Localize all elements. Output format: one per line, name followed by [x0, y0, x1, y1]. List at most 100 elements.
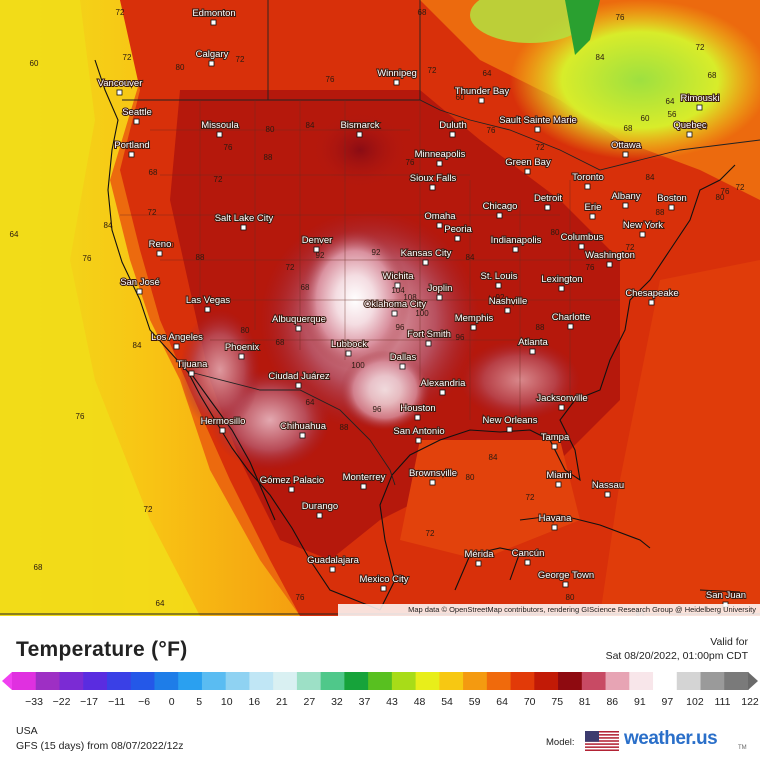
- city-marker-icon: [606, 261, 613, 268]
- region-label: USA: [16, 725, 38, 737]
- city-label: Joplin: [428, 283, 453, 294]
- city-label: George Town: [538, 570, 594, 581]
- brand-logo[interactable]: weather.us: [624, 728, 718, 749]
- city-george-town: George Town: [537, 569, 595, 588]
- city-marker-icon: [495, 282, 502, 289]
- lake-green-zone: [565, 0, 600, 55]
- city-washington: Washington: [584, 249, 636, 268]
- city-marker-icon: [454, 235, 461, 242]
- isotherm-label: 76: [616, 13, 625, 22]
- city-atlanta: Atlanta: [517, 336, 550, 355]
- color-scale-tick: 16: [248, 696, 261, 708]
- city-hermosillo: Hermosillo: [200, 415, 246, 434]
- isotherm-label: 60: [30, 59, 39, 68]
- color-scale-segment: [201, 672, 227, 690]
- city-marker-icon: [295, 382, 302, 389]
- city-marker-icon: [299, 432, 306, 439]
- city-duluth: Duluth: [438, 119, 468, 138]
- city-marker-icon: [449, 131, 456, 138]
- isotherm-label: 64: [10, 230, 19, 239]
- city-marker-icon: [578, 243, 585, 250]
- city-marker-icon: [208, 60, 215, 67]
- city-label: Peoria: [444, 224, 472, 235]
- city-missoula: Missoula: [200, 119, 240, 138]
- city-label: Portland: [114, 140, 149, 151]
- color-scale-segment: [510, 672, 535, 690]
- color-scale-tick: 59: [468, 696, 481, 708]
- color-scale-segment: [724, 672, 749, 690]
- color-scale-tick: 111: [714, 696, 731, 708]
- color-scale-tick: 0: [168, 696, 175, 708]
- city-label: Missoula: [201, 120, 239, 131]
- isotherm-label: 76: [76, 412, 85, 421]
- isotherm-label: 80: [566, 593, 575, 602]
- city-seattle: Seattle: [121, 106, 153, 125]
- isotherm-label: 92: [372, 248, 381, 257]
- color-scale-segment: [35, 672, 61, 690]
- texas-peak-zone: [340, 350, 430, 430]
- isotherm-label: 72: [428, 66, 437, 75]
- color-scale-tick: 122: [741, 696, 759, 708]
- map-attribution[interactable]: Map data © OpenStreetMap contributors, r…: [338, 604, 760, 616]
- color-scale-tick: −17: [80, 696, 98, 708]
- isotherm-labels: 72 68 60 72 80 72 64 72 60 76 68 76 84 80 88 76 72 68 64 72…: [10, 8, 745, 616]
- isotherm-label: 64: [699, 123, 708, 132]
- city-marker-icon: [475, 560, 482, 567]
- isotherm-label: 80: [466, 473, 475, 482]
- isotherm-label: 92: [316, 251, 325, 260]
- color-scale-tick: −33: [25, 696, 43, 708]
- isotherm-label: 76: [83, 254, 92, 263]
- temperature-map[interactable]: 72 68 60 72 80 72 64 72 60 76 68 76 84 80 88 76 72 68 64 72…: [0, 0, 760, 616]
- isotherm-label: 80: [176, 63, 185, 72]
- city-dallas: Dallas: [389, 351, 417, 370]
- city-marker-icon: [399, 363, 406, 370]
- map-canvas[interactable]: 72 68 60 72 80 72 64 72 60 76 68 76 84 80 88 76 72 68 64 72…: [0, 0, 760, 616]
- city-label: Tijuana: [177, 359, 209, 370]
- color-scale-segment: [12, 672, 37, 690]
- isotherm-label: 100: [415, 309, 429, 318]
- isotherm-label: 84: [596, 53, 605, 62]
- isotherm-label: 68: [624, 124, 633, 133]
- isotherm-label: 72: [736, 183, 745, 192]
- isotherm-label: 64: [483, 69, 492, 78]
- isotherm-label: 72: [696, 43, 705, 52]
- city-marker-icon: [422, 259, 429, 266]
- us-flag-icon: [585, 731, 619, 751]
- city-marker-icon: [551, 524, 558, 531]
- city-ciudad-ju-rez: Ciudad Juárez: [267, 370, 331, 389]
- city-marker-icon: [622, 151, 629, 158]
- isotherm-label: 72: [148, 208, 157, 217]
- color-scale-segment: [581, 672, 607, 690]
- city-label: Chihuahua: [280, 421, 327, 432]
- city-houston: Houston: [399, 402, 437, 421]
- city-memphis: Memphis: [454, 312, 495, 331]
- city-mexico-city: Mexico City: [358, 573, 410, 592]
- city-marker-icon: [648, 299, 655, 306]
- city-label: Fort Smith: [407, 329, 451, 340]
- city-st-louis: St. Louis: [480, 270, 519, 289]
- city-tijuana: Tijuana: [176, 358, 209, 377]
- color-scale-segment: [605, 672, 630, 690]
- city-label: Lexington: [541, 274, 582, 285]
- isotherm-label: 76: [296, 593, 305, 602]
- color-scale-segment: [178, 672, 203, 690]
- city-peoria: Peoria: [443, 223, 473, 242]
- city-label: Tampa: [541, 432, 570, 443]
- city-marker-icon: [534, 126, 541, 133]
- color-scale-segment: [558, 672, 583, 690]
- city-las-vegas: Las Vegas: [185, 294, 231, 313]
- city-label: Mérida: [464, 549, 494, 560]
- city-label: Jacksonville: [536, 393, 587, 404]
- city-wichita: Wichita: [381, 270, 415, 289]
- city-marker-icon: [562, 581, 569, 588]
- city-label: New Orleans: [483, 415, 538, 426]
- color-scale-tick: 10: [220, 696, 233, 708]
- city-san-jos-: San José: [119, 276, 161, 295]
- city-marker-icon: [639, 231, 646, 238]
- city-marker-icon: [439, 389, 446, 396]
- color-scale-tick: 91: [634, 696, 646, 708]
- color-scale-tick: 97: [661, 696, 674, 708]
- color-scale-segment: [273, 672, 298, 690]
- city-label: Oklahoma City: [364, 299, 427, 310]
- city-label: Atlanta: [518, 337, 548, 348]
